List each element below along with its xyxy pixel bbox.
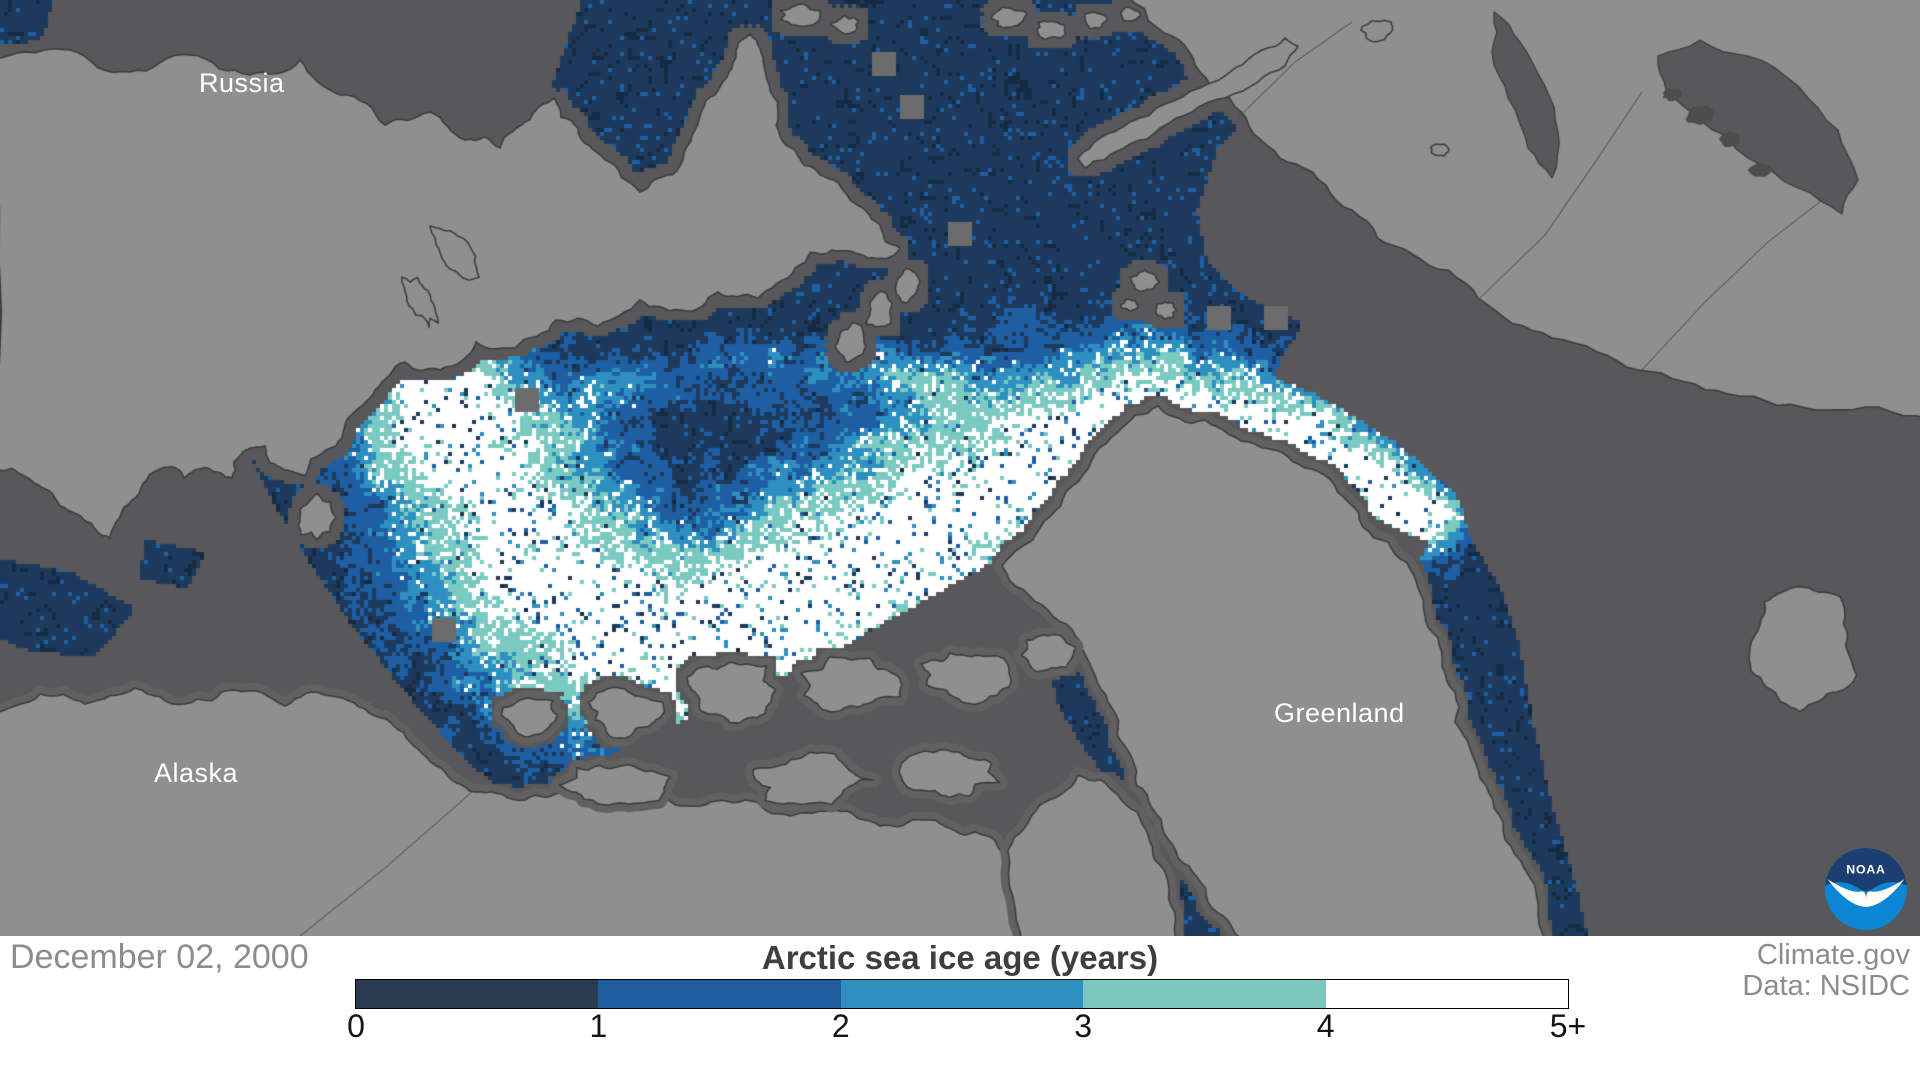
legend-title: Arctic sea ice age (years) (761, 939, 1159, 976)
legend-tick-5+: 5+ (1549, 1008, 1587, 1044)
legend-segment-2 (840, 980, 1084, 1008)
credit-source: Climate.gov (1756, 939, 1910, 971)
legend-tick-4: 4 (1316, 1008, 1335, 1044)
legend-tick-2: 2 (831, 1008, 850, 1044)
legend-segment-0 (356, 980, 599, 1008)
noaa-logo-upper-half (1825, 848, 1907, 892)
map-label-greenland: Greenland (1274, 698, 1405, 728)
arctic-map: Russia Alaska Greenland NOAA (0, 0, 1920, 936)
noaa-logo-text: NOAA (1846, 862, 1886, 876)
legend-tick-1: 1 (589, 1008, 608, 1044)
credit-data: Data: NSIDC (1742, 970, 1910, 1002)
legend-segment-4 (1325, 980, 1569, 1008)
map-label-russia: Russia (199, 68, 285, 98)
credits: Climate.gov Data: NSIDC (1742, 940, 1910, 1002)
date-label: December 02, 2000 (10, 938, 309, 976)
legend-segment-3 (1083, 980, 1326, 1008)
legend-segment-1 (598, 980, 841, 1008)
sea-ice-map-canvas (0, 0, 1920, 936)
legend-tick-0: 0 (347, 1008, 365, 1044)
ice-age-color-scale (355, 979, 1569, 1009)
map-label-alaska: Alaska (154, 758, 239, 788)
noaa-logo: NOAA (1825, 848, 1907, 930)
noaa-seagull-icon (1827, 879, 1905, 908)
footer-bar: December 02, 2000 Arctic sea ice age (ye… (0, 936, 1920, 1080)
legend-tick-3: 3 (1074, 1008, 1093, 1044)
